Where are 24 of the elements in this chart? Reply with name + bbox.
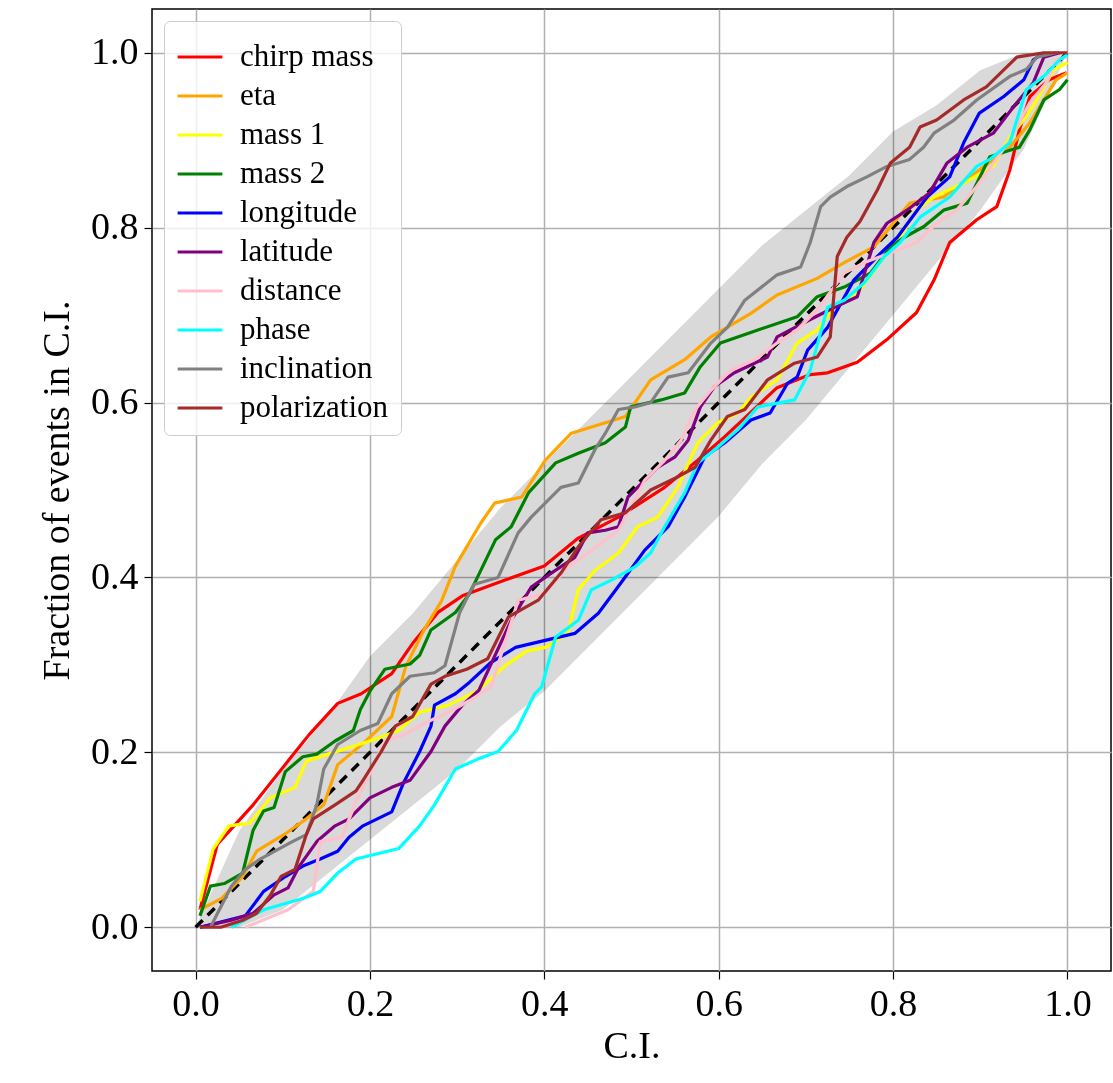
x-tick-label: 1.0 — [1044, 981, 1092, 1024]
legend-label: polarization — [240, 389, 389, 424]
x-axis-title: C.I. — [603, 1023, 661, 1066]
y-axis-title: Fraction of events in C.I. — [35, 300, 77, 681]
legend-label: latitude — [240, 233, 333, 268]
legend-label: inclination — [240, 350, 374, 385]
legend-label: mass 2 — [240, 155, 326, 190]
legend-label: phase — [240, 311, 311, 346]
legend-label: distance — [240, 272, 342, 307]
legend-label: mass 1 — [240, 116, 326, 151]
x-tick-label: 0.0 — [172, 981, 220, 1024]
legend-label: eta — [240, 77, 277, 112]
y-tick-label: 0.0 — [91, 904, 139, 947]
legend-label: chirp mass — [240, 38, 374, 73]
legend-label: longitude — [240, 194, 358, 229]
x-tick-label: 0.2 — [346, 981, 395, 1024]
y-tick-label: 1.0 — [91, 30, 139, 73]
y-tick-label: 0.4 — [91, 554, 139, 597]
x-tick-label: 0.6 — [695, 981, 743, 1024]
y-tick-label: 0.6 — [91, 380, 139, 423]
x-tick-label: 0.4 — [521, 981, 569, 1024]
x-tick-label: 0.8 — [869, 981, 918, 1024]
y-tick-label: 0.8 — [91, 205, 139, 248]
y-tick-label: 0.2 — [91, 729, 139, 772]
